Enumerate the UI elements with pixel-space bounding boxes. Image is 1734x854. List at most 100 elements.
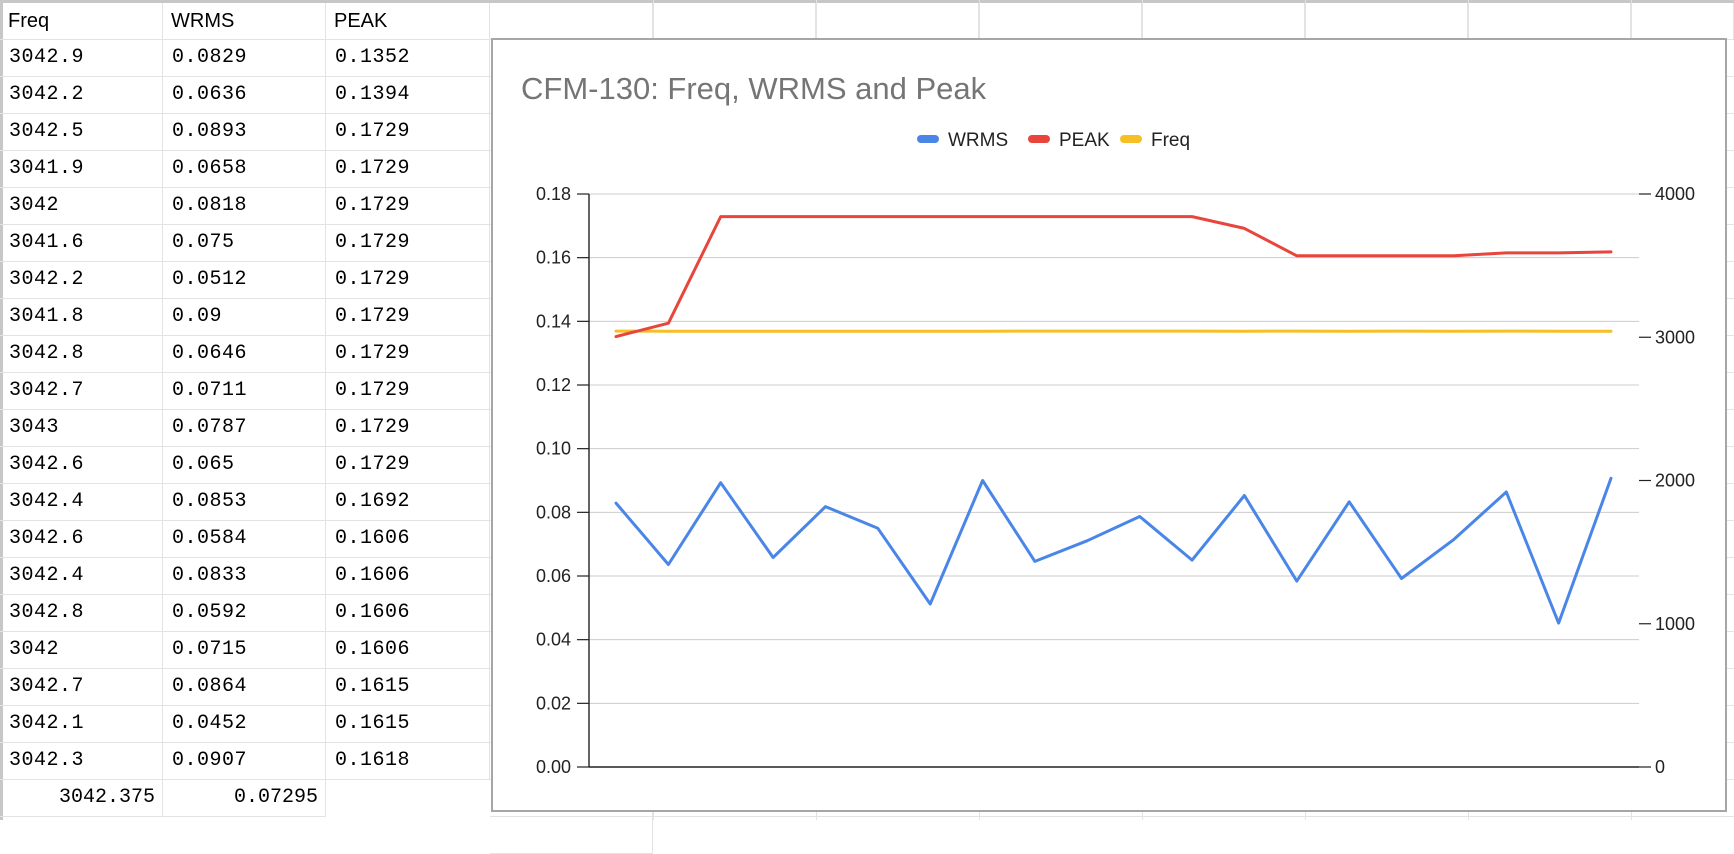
empty-cell[interactable] — [816, 3, 979, 40]
data-cell[interactable]: 3042.8 — [0, 336, 163, 373]
data-cell[interactable]: 0.0512 — [163, 262, 326, 299]
data-cell[interactable]: 0.1729 — [326, 225, 490, 262]
summary-cell[interactable]: 0.07295 — [163, 780, 326, 817]
y-tick-label: 0.18 — [536, 184, 571, 204]
data-cell[interactable]: 3042.2 — [0, 262, 163, 299]
data-cell[interactable]: 0.1729 — [326, 299, 490, 336]
data-cell[interactable]: 0.1729 — [326, 114, 490, 151]
data-cell[interactable]: 0.0452 — [163, 706, 326, 743]
data-cell[interactable]: 3042 — [0, 632, 163, 669]
y-tick-label: 0.10 — [536, 439, 571, 459]
data-cell[interactable]: 3042.3 — [0, 743, 163, 780]
data-cell[interactable]: 0.0658 — [163, 151, 326, 188]
data-cell[interactable]: 3042.5 — [0, 114, 163, 151]
header-cell[interactable]: WRMS — [163, 3, 326, 40]
data-cell[interactable]: 0.1606 — [326, 595, 490, 632]
y-tick-label: 0.04 — [536, 630, 571, 650]
data-cell[interactable]: 0.0907 — [163, 743, 326, 780]
data-cell[interactable]: 3042.7 — [0, 669, 163, 706]
legend-label: WRMS — [948, 130, 1008, 151]
data-cell[interactable]: 0.1394 — [326, 77, 490, 114]
data-cell[interactable]: 3041.8 — [0, 299, 163, 336]
data-cell[interactable]: 3043 — [0, 410, 163, 447]
line-chart: CFM-130: Freq, WRMS and Peak 0.000.020.0… — [493, 40, 1725, 810]
chart-series-layer — [616, 217, 1611, 624]
y-tick-label: 0.14 — [536, 311, 571, 331]
y-tick-label: 0.02 — [536, 693, 571, 713]
data-cell[interactable]: 0.0853 — [163, 484, 326, 521]
data-cell[interactable]: 0.0864 — [163, 669, 326, 706]
data-cell[interactable]: 0.1729 — [326, 336, 490, 373]
data-cell[interactable]: 0.0584 — [163, 521, 326, 558]
data-cell[interactable]: 0.0592 — [163, 595, 326, 632]
data-cell[interactable]: 0.0646 — [163, 336, 326, 373]
data-cell[interactable]: 3041.9 — [0, 151, 163, 188]
data-cell[interactable]: 0.0818 — [163, 188, 326, 225]
legend-swatch-wrms — [917, 135, 939, 143]
data-cell[interactable]: 0.1729 — [326, 373, 490, 410]
chart-axes: 0.00 0.02 0.04 0.06 0.08 0.10 0.12 0.14 0.16 0.18… — [536, 184, 1695, 777]
empty-cell[interactable] — [653, 3, 816, 40]
chart-title: CFM-130: Freq, WRMS and Peak — [521, 71, 987, 106]
data-cell[interactable]: 0.1729 — [326, 410, 490, 447]
empty-cell[interactable] — [1305, 3, 1468, 40]
data-cell[interactable]: 0.1352 — [326, 40, 490, 77]
series-line-wrms — [616, 478, 1611, 623]
data-cell[interactable]: 0.1729 — [326, 188, 490, 225]
data-cell[interactable]: 3041.6 — [0, 225, 163, 262]
y2-tick-label: 3000 — [1655, 327, 1695, 347]
data-cell[interactable]: 3042.9 — [0, 40, 163, 77]
data-cell[interactable]: 3042.7 — [0, 373, 163, 410]
data-cell[interactable]: 0.1618 — [326, 743, 490, 780]
y2-tick-label: 4000 — [1655, 184, 1695, 204]
y-tick-label: 0.06 — [536, 566, 571, 586]
data-cell[interactable]: 0.0833 — [163, 558, 326, 595]
data-cell[interactable]: 0.1606 — [326, 632, 490, 669]
empty-cell[interactable] — [1468, 3, 1631, 40]
summary-cell[interactable]: 3042.375 — [0, 780, 163, 817]
data-cell[interactable]: 0.075 — [163, 225, 326, 262]
data-cell[interactable]: 0.1615 — [326, 706, 490, 743]
data-cell[interactable]: 0.1692 — [326, 484, 490, 521]
y-tick-label: 0.12 — [536, 375, 571, 395]
data-cell[interactable]: 0.0893 — [163, 114, 326, 151]
data-cell[interactable]: 0.1729 — [326, 151, 490, 188]
data-cell[interactable]: 0.09 — [163, 299, 326, 336]
data-cell[interactable]: 3042.6 — [0, 521, 163, 558]
empty-cell[interactable] — [1142, 3, 1305, 40]
header-cell[interactable]: PEAK — [326, 3, 490, 40]
data-cell[interactable]: 0.1729 — [326, 447, 490, 484]
data-cell[interactable]: 3042.6 — [0, 447, 163, 484]
data-cell[interactable]: 0.1606 — [326, 521, 490, 558]
y-tick-label: 0.08 — [536, 502, 571, 522]
y-tick-label: 0.00 — [536, 757, 571, 777]
data-cell[interactable]: 0.0636 — [163, 77, 326, 114]
empty-cell[interactable] — [979, 3, 1142, 40]
data-cell[interactable]: 0.1615 — [326, 669, 490, 706]
data-cell[interactable]: 3042.8 — [0, 595, 163, 632]
y2-tick-label: 0 — [1655, 757, 1665, 777]
grid-row-line — [490, 816, 1734, 817]
legend-label: Freq — [1151, 130, 1190, 151]
header-cell[interactable]: Freq — [0, 3, 163, 40]
empty-cell[interactable] — [490, 3, 653, 40]
y-tick-label: 0.16 — [536, 248, 571, 268]
data-cell[interactable]: 0.0711 — [163, 373, 326, 410]
data-cell[interactable]: 3042.2 — [0, 77, 163, 114]
data-cell[interactable]: 3042 — [0, 188, 163, 225]
y2-tick-label: 2000 — [1655, 471, 1695, 491]
empty-cell[interactable] — [490, 817, 653, 854]
legend-swatch-freq — [1120, 135, 1142, 143]
empty-cell[interactable] — [1631, 3, 1734, 40]
data-cell[interactable]: 0.1606 — [326, 558, 490, 595]
data-cell[interactable]: 0.0715 — [163, 632, 326, 669]
legend-swatch-peak — [1028, 135, 1050, 143]
data-cell[interactable]: 0.065 — [163, 447, 326, 484]
data-cell[interactable]: 0.0787 — [163, 410, 326, 447]
data-cell[interactable]: 3042.4 — [0, 484, 163, 521]
data-cell[interactable]: 3042.1 — [0, 706, 163, 743]
data-cell[interactable]: 0.1729 — [326, 262, 490, 299]
data-cell[interactable]: 3042.4 — [0, 558, 163, 595]
data-cell[interactable]: 0.0829 — [163, 40, 326, 77]
